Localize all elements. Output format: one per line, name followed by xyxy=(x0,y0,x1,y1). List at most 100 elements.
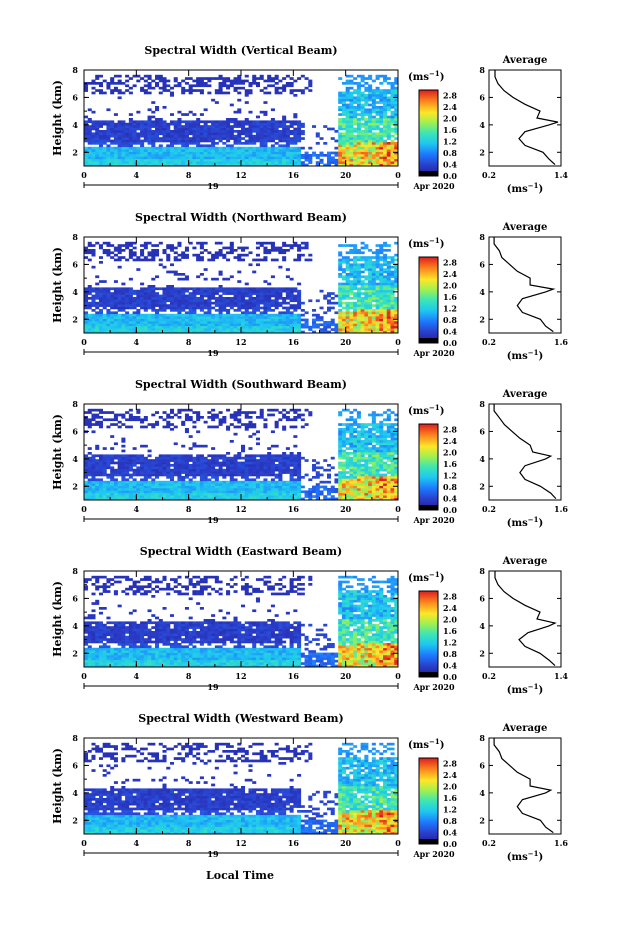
heatmap-cell xyxy=(345,74,350,78)
heatmap-cell xyxy=(226,246,231,250)
heatmap-cell xyxy=(244,146,249,150)
heatmap-cell xyxy=(270,299,275,303)
heatmap-cell xyxy=(278,246,283,250)
heatmap-cell xyxy=(95,89,100,92)
heatmap-cell xyxy=(353,256,358,259)
heatmap-cell xyxy=(125,122,130,126)
heatmap-cell xyxy=(143,299,148,303)
heatmap-cell xyxy=(207,321,212,324)
heatmap-cell xyxy=(282,130,287,133)
heatmap-cell xyxy=(91,244,96,247)
heatmap-cell xyxy=(274,306,279,310)
heatmap-cell xyxy=(218,130,223,133)
heatmap-cell xyxy=(341,285,346,288)
heatmap-cell xyxy=(132,149,137,152)
heatmap-cell xyxy=(140,318,145,322)
heatmap-cell xyxy=(169,163,175,167)
heatmap-cell xyxy=(95,316,100,319)
heatmap-cell xyxy=(248,134,253,138)
heatmap-cell xyxy=(386,82,391,85)
heatmap-cell xyxy=(222,77,227,80)
heatmap-cell xyxy=(140,425,145,429)
heatmap-cell xyxy=(229,488,234,491)
heatmap-cell xyxy=(192,120,197,124)
heatmap-cell xyxy=(98,142,103,145)
heatmap-cell xyxy=(386,106,391,109)
heatmap-cell xyxy=(319,289,324,293)
heatmap-cell xyxy=(312,125,317,128)
heatmap-cell xyxy=(226,311,231,315)
heatmap-cell xyxy=(394,304,399,307)
heatmap-cell xyxy=(390,309,395,312)
heatmap-cell xyxy=(196,287,201,291)
heatmap-cell xyxy=(278,156,283,160)
heatmap-cell xyxy=(91,304,96,307)
heatmap-cell xyxy=(371,285,376,288)
heatmap-cell xyxy=(196,289,201,293)
heatmap-cell xyxy=(106,137,111,140)
heatmap-cell xyxy=(173,464,178,467)
heatmap-cell xyxy=(196,139,201,143)
heatmap-cell xyxy=(196,134,201,138)
heatmap-cell xyxy=(117,91,122,95)
heatmap-cell xyxy=(162,425,167,429)
heatmap-cell xyxy=(98,309,103,312)
heatmap-cell xyxy=(91,495,96,498)
heatmap-cell xyxy=(211,256,216,259)
heatmap-cell xyxy=(95,330,100,334)
heatmap-cell xyxy=(270,125,275,128)
heatmap-cell xyxy=(237,321,242,324)
heatmap-cell xyxy=(177,292,182,295)
heatmap-cell xyxy=(169,485,175,489)
heatmap-cell xyxy=(375,96,380,100)
heatmap-cell xyxy=(106,294,111,298)
heatmap-cell xyxy=(383,261,388,264)
heatmap-cell xyxy=(211,77,216,80)
heatmap-cell xyxy=(132,151,137,155)
heatmap-cell xyxy=(241,328,246,331)
heatmap-cell xyxy=(297,323,302,327)
heatmap-cell xyxy=(169,299,175,303)
heatmap-cell xyxy=(211,151,216,155)
heatmap-cell xyxy=(106,328,111,331)
heatmap-cell xyxy=(207,411,212,414)
heatmap-cell xyxy=(297,294,302,298)
heatmap-cell xyxy=(353,130,358,133)
heatmap-cell xyxy=(252,325,257,329)
heatmap-cell xyxy=(364,94,369,97)
heatmap-cell xyxy=(155,471,160,474)
heatmap-cell xyxy=(177,459,182,462)
heatmap-cell xyxy=(113,311,118,315)
heatmap-cell xyxy=(188,488,193,491)
heatmap-cell xyxy=(125,485,130,489)
heatmap-cell xyxy=(270,301,275,305)
heatmap-cell xyxy=(113,132,118,136)
heatmap-cell xyxy=(252,74,257,78)
heatmap-cell xyxy=(177,151,182,155)
y-axis-label: Height (km) xyxy=(51,247,64,323)
heatmap-cell xyxy=(356,249,361,252)
heatmap-cell xyxy=(188,161,193,164)
heatmap-cell xyxy=(289,82,294,85)
heatmap-cell xyxy=(248,478,253,482)
heatmap-cell xyxy=(300,323,305,327)
heatmap-cell xyxy=(188,91,193,95)
heatmap-cell xyxy=(143,297,148,300)
heatmap-cell xyxy=(226,480,231,484)
heatmap-cell xyxy=(353,120,358,124)
heatmap-cell xyxy=(84,492,89,496)
heatmap-cell xyxy=(218,249,223,252)
heatmap-cell xyxy=(259,241,264,245)
heatmap-cell xyxy=(356,287,361,291)
heatmap-cell xyxy=(125,294,130,298)
heatmap-cell xyxy=(192,480,197,484)
heatmap-cell xyxy=(383,270,388,274)
heatmap-cell xyxy=(300,309,305,312)
heatmap-cell xyxy=(87,304,92,307)
heatmap-cell xyxy=(368,132,373,136)
heatmap-cell xyxy=(229,297,234,300)
heatmap-cell xyxy=(371,280,376,283)
heatmap-cell xyxy=(341,244,346,247)
heatmap-cell xyxy=(188,416,193,419)
heatmap-cell xyxy=(390,321,395,324)
